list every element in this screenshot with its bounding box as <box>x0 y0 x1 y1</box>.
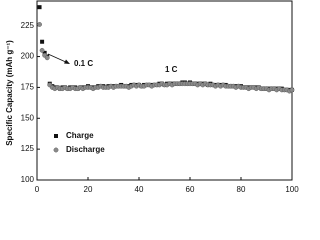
arrow-head <box>64 59 70 64</box>
y-tick-label: 150 <box>21 113 35 122</box>
x-tick-label: 40 <box>135 185 144 194</box>
y-axis-label: Specific Capacity (mAh g⁻¹) <box>5 40 14 146</box>
legend-label: Charge <box>66 131 94 140</box>
marker-circle <box>53 147 59 153</box>
x-tick-label: 80 <box>237 185 246 194</box>
x-tick-label: 100 <box>285 185 299 194</box>
y-tick-label: 225 <box>21 21 35 30</box>
marker-square <box>42 50 47 55</box>
y-tick-label: 175 <box>21 83 35 92</box>
marker-square <box>40 39 45 44</box>
marker-circle <box>44 55 50 61</box>
marker-circle <box>39 47 45 53</box>
marker-circle <box>37 22 42 27</box>
annotation: 1 C <box>165 65 178 74</box>
x-tick-label: 60 <box>186 185 195 194</box>
x-tick-label: 20 <box>84 185 93 194</box>
marker-square <box>54 134 58 138</box>
arrow <box>47 53 69 64</box>
x-tick-label: 0 <box>35 185 40 194</box>
marker-circle <box>289 87 295 93</box>
chart: Specific Capacity (mAh g⁻¹) 0.1 C 1 C 10… <box>5 0 299 194</box>
annotation: 0.1 C <box>74 59 93 68</box>
y-tick-label: 200 <box>21 52 35 61</box>
legend-label: Discharge <box>66 145 105 154</box>
marker-square <box>37 5 42 10</box>
y-tick-label: 100 <box>21 175 35 184</box>
y-tick-label: 125 <box>21 144 35 153</box>
